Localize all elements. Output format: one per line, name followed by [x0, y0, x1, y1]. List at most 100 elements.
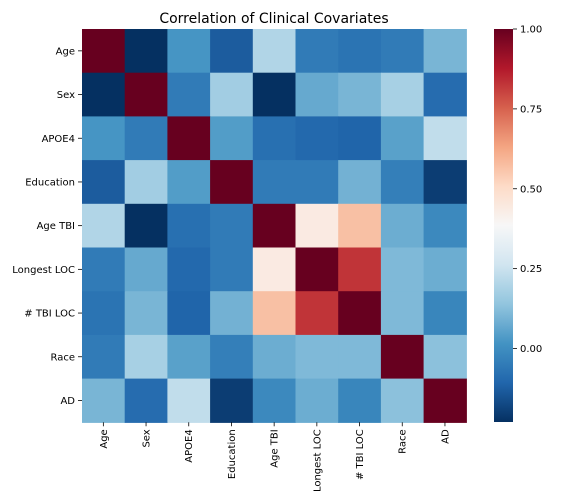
heatmap-cell [380, 334, 425, 380]
heatmap-cell [252, 116, 297, 161]
x-tick-label: Longest LOC [312, 429, 323, 492]
heatmap-cell [82, 29, 126, 74]
heatmap-cell [210, 203, 254, 249]
colorbar-tick-label: 0.50 [520, 184, 542, 195]
heatmap-cell [338, 29, 382, 74]
x-tick-label: Age TBI [270, 429, 281, 467]
heatmap-cell [295, 334, 339, 380]
heatmap-cell [423, 160, 467, 205]
heatmap-cell [295, 378, 339, 423]
heatmap-cell [82, 378, 126, 423]
heatmap-cell [338, 291, 382, 336]
x-tick-label: Sex [142, 429, 153, 447]
y-tick-label: Race [50, 352, 75, 363]
heatmap-cell [167, 291, 211, 336]
x-tick-label: Age [99, 429, 110, 448]
heatmap-cell [423, 29, 467, 74]
colorbar-tick-label: 0.00 [520, 344, 542, 355]
heatmap-cell [167, 247, 211, 292]
heatmap-cell [124, 116, 168, 161]
heatmap-cell [82, 334, 126, 380]
colorbar-gradient [494, 29, 513, 422]
heatmap-cell [167, 29, 211, 74]
colorbar-tick-label: 1.00 [520, 25, 542, 36]
chart-title: Correlation of Clinical Covariates [159, 11, 388, 27]
heatmap-cell [82, 247, 126, 292]
heatmap-cell [380, 160, 425, 205]
y-tick-label: Education [25, 177, 75, 188]
heatmap-cell [252, 72, 297, 117]
heatmap-cell [210, 116, 254, 161]
heatmap-cell [82, 72, 126, 117]
heatmap-cell [167, 334, 211, 380]
y-tick-labels: Age Sex APOE4 Education Age TBI Longest LOC # … [12, 46, 82, 407]
heatmap-cell [423, 334, 467, 380]
heatmap-cell [295, 116, 339, 161]
y-tick-label: Longest LOC [12, 265, 75, 276]
x-tick-labels: Age Sex APOE4 Education Age TBI Longest LOC # … [99, 422, 451, 492]
y-tick-label: APOE4 [42, 134, 75, 145]
heatmap-cell [380, 291, 425, 336]
heatmap-cell [423, 116, 467, 161]
heatmap-cell [295, 160, 339, 205]
heatmap-cell [210, 378, 254, 423]
heatmap-cell [295, 72, 339, 117]
heatmap-cell [380, 203, 425, 249]
heatmap-cell [167, 160, 211, 205]
heatmap-cell [338, 378, 382, 423]
heatmap-cell [210, 29, 254, 74]
heatmap-cell [252, 203, 297, 249]
x-tick-label: AD [440, 429, 451, 444]
heatmap-cell [124, 334, 168, 380]
heatmap-cell [380, 72, 425, 117]
heatmap-cell [338, 247, 382, 292]
heatmap-cell [82, 160, 126, 205]
heatmap-cell [380, 247, 425, 292]
heatmap-cell [423, 203, 467, 249]
y-tick-label: Age [56, 46, 75, 57]
y-tick-label: Age TBI [37, 221, 75, 232]
heatmap-cell [252, 291, 297, 336]
heatmap-cell [380, 29, 425, 74]
heatmap-cell [82, 203, 126, 249]
colorbar-tick-label: 0.25 [520, 264, 542, 275]
heatmap-cell [124, 203, 168, 249]
y-tick-label: AD [60, 396, 75, 407]
heatmap-cell [124, 291, 168, 336]
heatmap-cell [295, 29, 339, 74]
heatmap-cell [338, 203, 382, 249]
heatmap-cell [167, 378, 211, 423]
heatmap-cell [295, 203, 339, 249]
heatmap-cell [423, 378, 467, 423]
x-tick-label: # TBI LOC [355, 429, 366, 480]
heatmap-cell [295, 291, 339, 336]
colorbar: 0.00 0.25 0.50 0.75 1.00 [494, 25, 542, 422]
heatmap-cell [252, 378, 297, 423]
x-tick-label: Education [227, 429, 238, 479]
heatmap-cell [423, 247, 467, 292]
x-tick-label: Race [398, 429, 409, 454]
heatmap-cell [380, 378, 425, 423]
heatmap-cell [252, 160, 297, 205]
heatmap-cell [338, 160, 382, 205]
y-tick-label: # TBI LOC [24, 309, 75, 320]
heatmap-cell [210, 247, 254, 292]
y-tick-label: Sex [57, 90, 75, 101]
heatmap-cell [124, 29, 168, 74]
heatmap-cell [338, 334, 382, 380]
heatmap-cell [82, 291, 126, 336]
heatmap-cell [210, 72, 254, 117]
heatmap-cell [167, 72, 211, 117]
heatmap-cell [423, 291, 467, 336]
heatmap-cell [124, 160, 168, 205]
heatmap-cell [338, 116, 382, 161]
heatmap-cell [252, 29, 297, 74]
heatmap-cell [124, 72, 168, 117]
colorbar-tick-label: 0.75 [520, 104, 542, 115]
heatmap-cell [167, 116, 211, 161]
heatmap-cell [380, 116, 425, 161]
heatmap-cell [252, 334, 297, 380]
heatmap-cell [124, 247, 168, 292]
